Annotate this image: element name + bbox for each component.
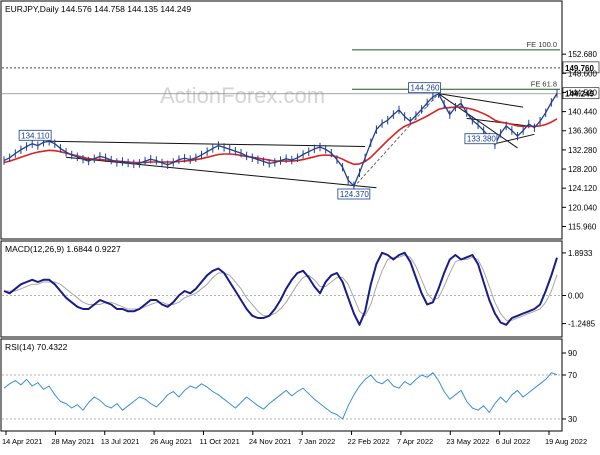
trendline bbox=[494, 133, 535, 145]
price-annotation-box bbox=[18, 129, 52, 141]
rsi-y-tick-label: 90 bbox=[568, 349, 577, 358]
x-tick-label: 7 Jan 2022 bbox=[298, 437, 335, 446]
price-y-tick-label: 140.440 bbox=[568, 108, 597, 117]
price-y-tick-label: 136.360 bbox=[568, 127, 597, 136]
dashed-trendline bbox=[353, 93, 439, 188]
x-tick-label: 24 Nov 2021 bbox=[249, 437, 292, 446]
price-y-tick-label: 120.040 bbox=[568, 203, 597, 212]
price-y-tick-label: 124.120 bbox=[568, 184, 597, 193]
level-label: 149.760 bbox=[565, 64, 594, 73]
x-tick-label: 23 May 2022 bbox=[446, 437, 489, 446]
price-annotation: 134.110 bbox=[21, 131, 50, 140]
price-panel bbox=[0, 0, 563, 240]
price-y-tick-label: 128.200 bbox=[568, 165, 597, 174]
price-y-tick-label: 152.680 bbox=[568, 50, 597, 59]
rsi-line bbox=[3, 372, 558, 420]
x-tick-label: 11 Oct 2021 bbox=[199, 437, 239, 446]
price-y-tick-label: 148.600 bbox=[568, 69, 597, 78]
fib-label: FE 61.8 bbox=[531, 79, 557, 88]
watermark: ActionForex.com bbox=[160, 83, 325, 108]
x-tick-label: 19 Aug 2022 bbox=[545, 437, 587, 446]
current-price-tag bbox=[562, 87, 600, 100]
x-tick-label: 22 Feb 2022 bbox=[348, 437, 390, 446]
x-tick-label: 26 Aug 2021 bbox=[150, 437, 192, 446]
rsi-panel bbox=[0, 338, 563, 432]
x-tick-label: 6 Jul 2022 bbox=[496, 437, 531, 446]
price-y-tick-label: 144.520 bbox=[568, 88, 597, 97]
macd-signal-line bbox=[4, 254, 558, 321]
price-annotation-box bbox=[408, 82, 441, 94]
macd-y-tick-label: -1.2485 bbox=[568, 320, 596, 329]
macd-y-tick-label: 1.8933 bbox=[568, 249, 593, 258]
current-price-label: 144.249 bbox=[565, 90, 594, 99]
x-tick-label: 7 Apr 2022 bbox=[397, 437, 433, 446]
x-tick-label: 13 Jul 2021 bbox=[101, 437, 140, 446]
x-tick-label: 28 May 2021 bbox=[51, 437, 94, 446]
macd-panel bbox=[0, 240, 563, 338]
price-y-tick-label: 132.280 bbox=[568, 146, 597, 155]
macd-line bbox=[3, 251, 558, 326]
rsi-title: RSI(14) 70.4322 bbox=[5, 342, 68, 352]
trendline bbox=[49, 140, 366, 148]
fib-label: FE 100.0 bbox=[527, 40, 557, 49]
level-tag bbox=[562, 61, 600, 74]
price-annotation: 133.380 bbox=[467, 135, 496, 144]
price-annotation: 144.260 bbox=[411, 84, 440, 93]
price-annotation: 124.370 bbox=[340, 190, 369, 199]
macd-title: MACD(12,26,9) 1.6844 0.9227 bbox=[5, 244, 121, 254]
price-y-tick-label: 115.960 bbox=[568, 222, 597, 231]
rsi-y-tick-label: 30 bbox=[568, 415, 577, 424]
x-tick-label: 14 Apr 2021 bbox=[2, 437, 42, 446]
price-title: EURJPY,Daily 144.576 144.758 144.135 144… bbox=[5, 4, 191, 14]
trendline bbox=[438, 93, 524, 108]
price-annotation-box bbox=[337, 188, 371, 200]
macd-y-tick-label: 0.00 bbox=[568, 292, 584, 301]
rsi-y-tick-label: 70 bbox=[568, 371, 577, 380]
price-annotation-box bbox=[464, 133, 498, 145]
